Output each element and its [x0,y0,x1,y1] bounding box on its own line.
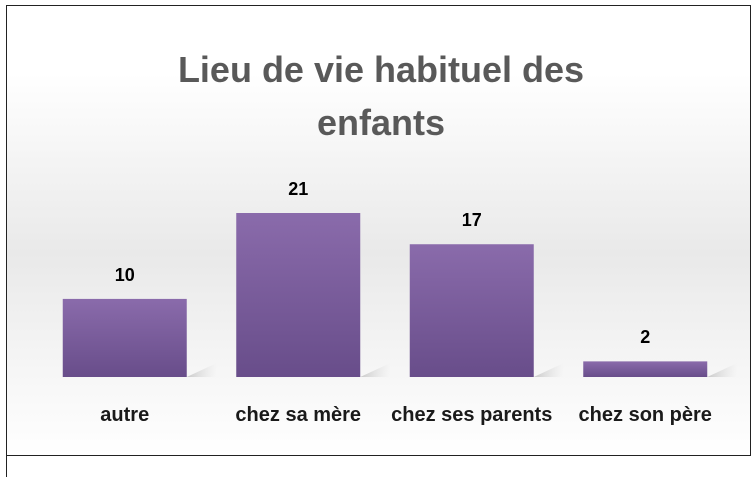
data-label: 21 [288,179,309,199]
data-label: 10 [114,264,135,285]
bar [236,213,361,377]
chart-frame [6,5,751,456]
bar [583,361,708,377]
bar [62,298,187,377]
bar [409,244,534,377]
bar-shadow [186,363,217,377]
x-tick-label: autre [100,404,150,426]
bar-shadow [707,363,738,377]
x-tick-label: chez son père [578,404,712,426]
chart-title: Lieu de vie habituel des enfants [177,49,585,143]
data-label: 17 [461,210,482,231]
bar-shadow [533,363,564,377]
x-tick-label: chez ses parents [391,404,553,426]
x-tick-label: chez sa mère [235,404,362,426]
data-label: 2 [640,327,651,348]
frame-edge [6,454,7,477]
bar-shadow [360,363,391,377]
